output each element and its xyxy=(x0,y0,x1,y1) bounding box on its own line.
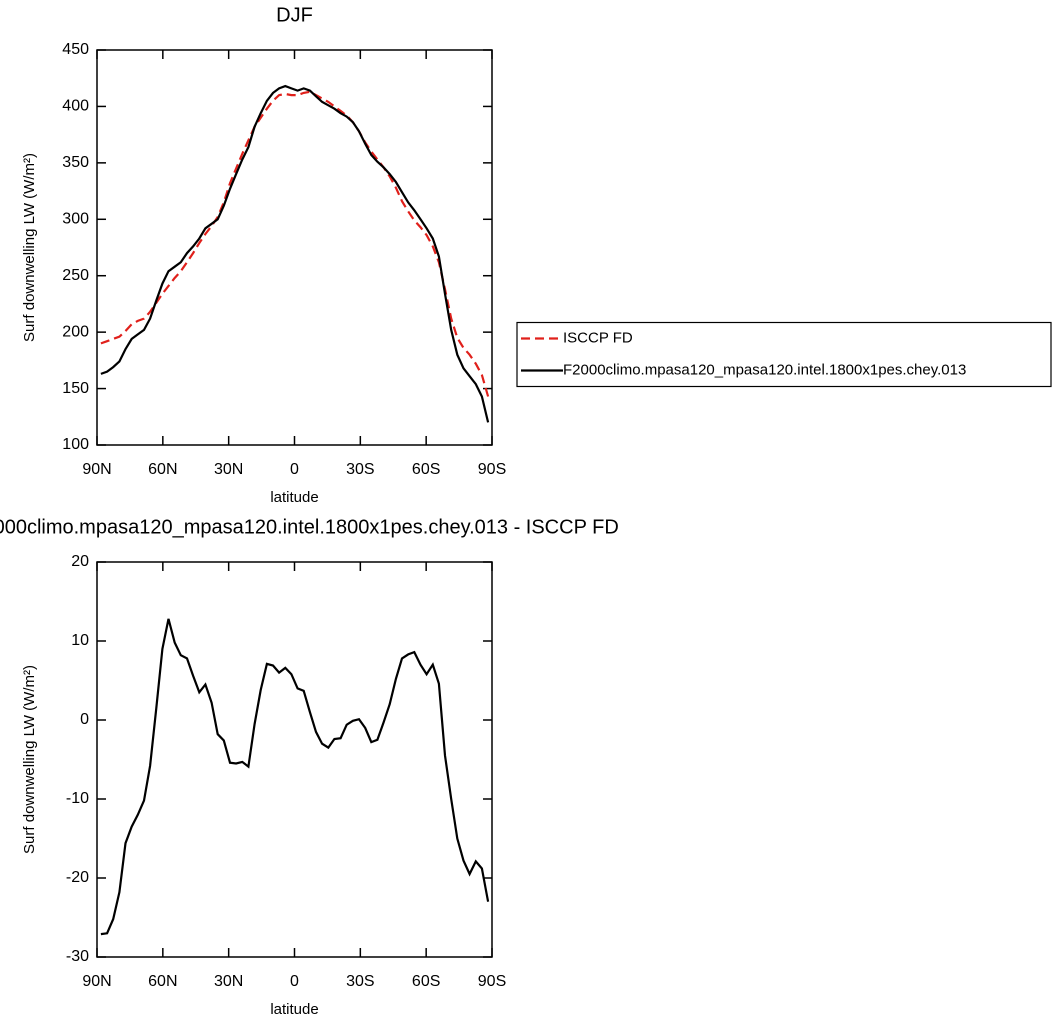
y-tick-label: -30 xyxy=(66,948,89,965)
x-tick-label: 0 xyxy=(290,461,299,478)
plot-frame xyxy=(96,49,493,446)
x-tick-label: 90S xyxy=(478,973,506,990)
legend-label: ISCCP FD xyxy=(563,329,633,346)
data-line xyxy=(100,84,490,423)
y-tick-label: 20 xyxy=(71,553,89,570)
legend-label: F2000climo.mpasa120_mpasa120.intel.1800x… xyxy=(563,361,966,378)
legend: ISCCP FD F2000climo.mpasa120_mpasa120.int… xyxy=(516,321,1052,388)
x-axis-label: latitude xyxy=(270,1001,318,1018)
y-tick-label: -20 xyxy=(66,869,89,886)
x-tick-label: 60S xyxy=(412,461,440,478)
x-tick-label: 30N xyxy=(214,461,243,478)
data-line xyxy=(100,618,490,936)
x-axis-label: latitude xyxy=(270,489,318,506)
plot-frame xyxy=(96,561,493,958)
x-tick-label: 30S xyxy=(346,973,374,990)
x-tick-label: 60N xyxy=(148,461,177,478)
y-tick-label: 450 xyxy=(62,41,89,58)
x-tick-label: 90N xyxy=(82,461,111,478)
y-tick-label: 100 xyxy=(62,436,89,453)
y-tick-label: -10 xyxy=(66,790,89,807)
legend-box xyxy=(516,321,1052,388)
y-axis-label: Surf downwelling LW (W/m²) xyxy=(21,153,38,342)
y-tick-label: 300 xyxy=(62,211,89,228)
y-axis-label: Surf downwelling LW (W/m²) xyxy=(21,665,38,854)
y-tick-label: 150 xyxy=(62,380,89,397)
x-tick-label: 90S xyxy=(478,461,506,478)
y-tick-label: 350 xyxy=(62,154,89,171)
data-line xyxy=(100,90,490,397)
x-tick-label: 0 xyxy=(290,973,299,990)
x-tick-label: 30N xyxy=(214,973,243,990)
x-tick-label: 30S xyxy=(346,461,374,478)
y-tick-label: 400 xyxy=(62,98,89,115)
x-tick-label: 90N xyxy=(82,973,111,990)
y-tick-label: 200 xyxy=(62,323,89,340)
x-tick-label: 60S xyxy=(412,973,440,990)
chart-title: F2000climo.mpasa120_mpasa120.intel.1800x… xyxy=(0,516,619,538)
y-tick-label: 10 xyxy=(71,632,89,649)
chart-title: DJF xyxy=(276,4,313,26)
y-tick-label: 250 xyxy=(62,267,89,284)
y-tick-label: 0 xyxy=(80,711,89,728)
x-tick-label: 60N xyxy=(148,973,177,990)
